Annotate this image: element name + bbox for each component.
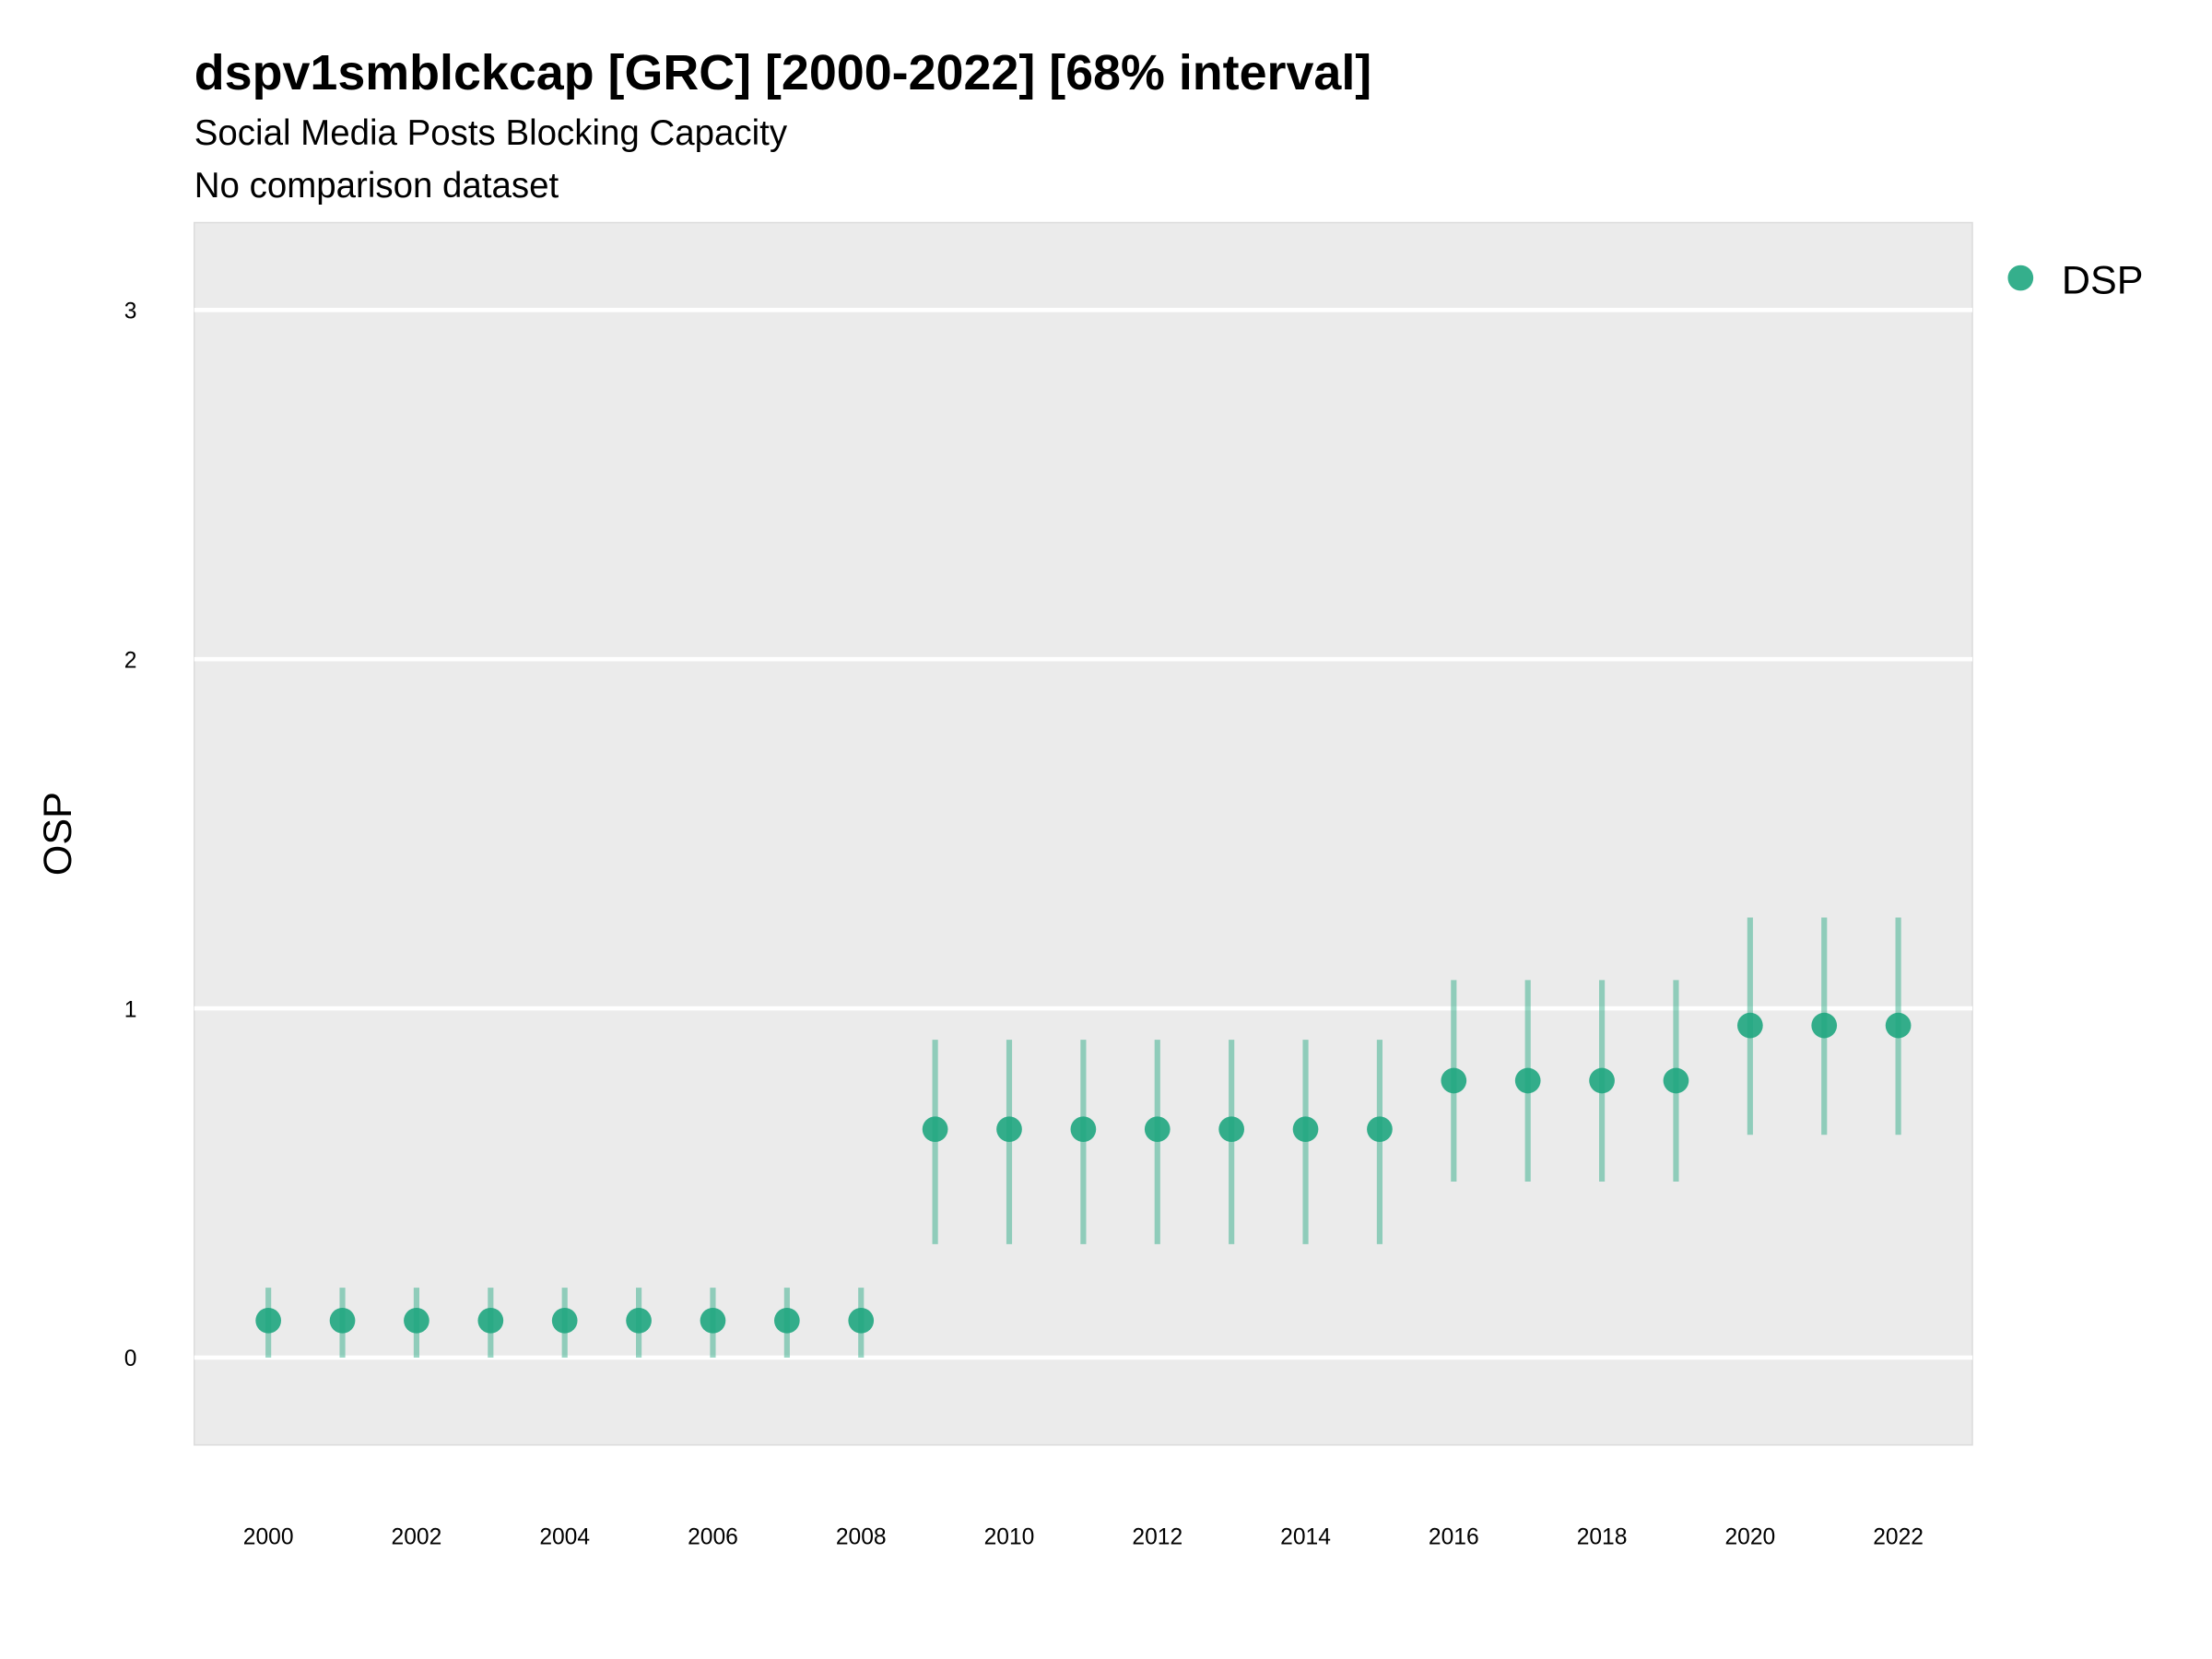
data-point: [1737, 1012, 1763, 1039]
data-point: [848, 1307, 875, 1334]
x-tick-label: 2018: [1577, 1524, 1628, 1549]
data-point: [996, 1116, 1022, 1143]
legend-label[interactable]: DSP: [2062, 258, 2144, 302]
chart-title: dspv1smblckcap [GRC] [2000-2022] [68% in…: [194, 45, 1371, 100]
plot-panel: [194, 221, 1973, 1446]
x-tick-label: 2022: [1873, 1524, 1924, 1549]
data-point: [1367, 1116, 1393, 1143]
data-point: [404, 1307, 429, 1334]
x-tick-label: 2012: [1132, 1524, 1182, 1549]
y-tick-label: 1: [124, 997, 137, 1022]
x-tick-label: 2014: [1280, 1524, 1331, 1549]
data-point: [774, 1307, 800, 1334]
x-tick-label: 2010: [984, 1524, 1035, 1549]
x-tick-label: 2020: [1724, 1524, 1775, 1549]
x-tick-label: 2002: [392, 1524, 442, 1549]
data-point: [1811, 1012, 1838, 1039]
y-axis-label: OSP: [36, 792, 80, 876]
x-tick-label: 2016: [1429, 1524, 1479, 1549]
y-tick-label: 2: [124, 648, 137, 673]
data-point: [1292, 1116, 1319, 1143]
x-tick-label: 2004: [539, 1524, 590, 1549]
data-point: [1070, 1116, 1097, 1143]
data-point: [700, 1307, 726, 1334]
y-tick-label: 3: [124, 299, 137, 324]
data-point: [1218, 1116, 1244, 1143]
data-point: [1663, 1067, 1689, 1094]
data-point: [255, 1307, 281, 1334]
data-point: [922, 1116, 948, 1143]
chart-caption: No comparison dataset: [194, 166, 559, 206]
chart-subtitle: Social Media Posts Blocking Capacity: [194, 113, 788, 153]
data-point: [1514, 1067, 1541, 1094]
data-point: [626, 1307, 652, 1334]
y-tick-label: 0: [124, 1347, 137, 1371]
data-point: [551, 1307, 578, 1334]
x-tick-label: 2008: [836, 1524, 887, 1549]
data-point: [329, 1307, 356, 1334]
data-point: [1144, 1116, 1171, 1143]
data-point: [1589, 1067, 1615, 1094]
x-tick-label: 2000: [243, 1524, 294, 1549]
data-point: [1441, 1067, 1467, 1094]
x-tick-label: 2006: [688, 1524, 738, 1549]
data-point: [477, 1307, 504, 1334]
legend-marker: [2007, 265, 2034, 291]
data-point: [1885, 1012, 1912, 1039]
